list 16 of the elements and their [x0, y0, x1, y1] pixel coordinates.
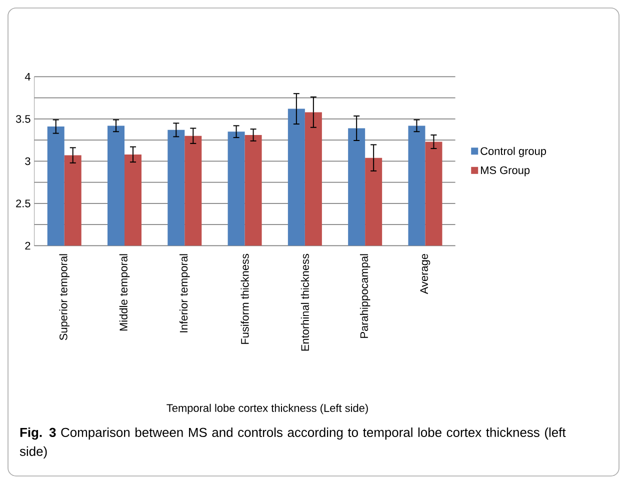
x-tick-label: Superior temporal [59, 254, 70, 340]
x-tick-label: Inferior temporal [180, 254, 190, 332]
x-tick-label: Average [420, 254, 430, 294]
legend-label: MS Group [481, 166, 530, 176]
y-tick-label: 2 [25, 242, 30, 250]
y-tick-label: 3.5 [16, 115, 30, 123]
x-tick-label: Entorhinal thickness [300, 254, 309, 351]
y-tick-label: 4 [24, 72, 30, 80]
x-axis-title: Temporal lobe cortex thickness (Left side) [166, 404, 368, 414]
text: Fig. 3 Comparison between MS and controls according to temporal lobe cortex thickness (left side) [20, 428, 566, 459]
x-tick-label: Middle temporal [119, 254, 130, 331]
x-tick-label: Parahippocampal [360, 254, 370, 338]
legend-label: Control group [480, 146, 546, 158]
y-tick-label: 2.5 [16, 200, 30, 208]
y-tick-label: 3 [25, 157, 30, 166]
x-tick-label: Fusiform thickness [240, 254, 249, 344]
